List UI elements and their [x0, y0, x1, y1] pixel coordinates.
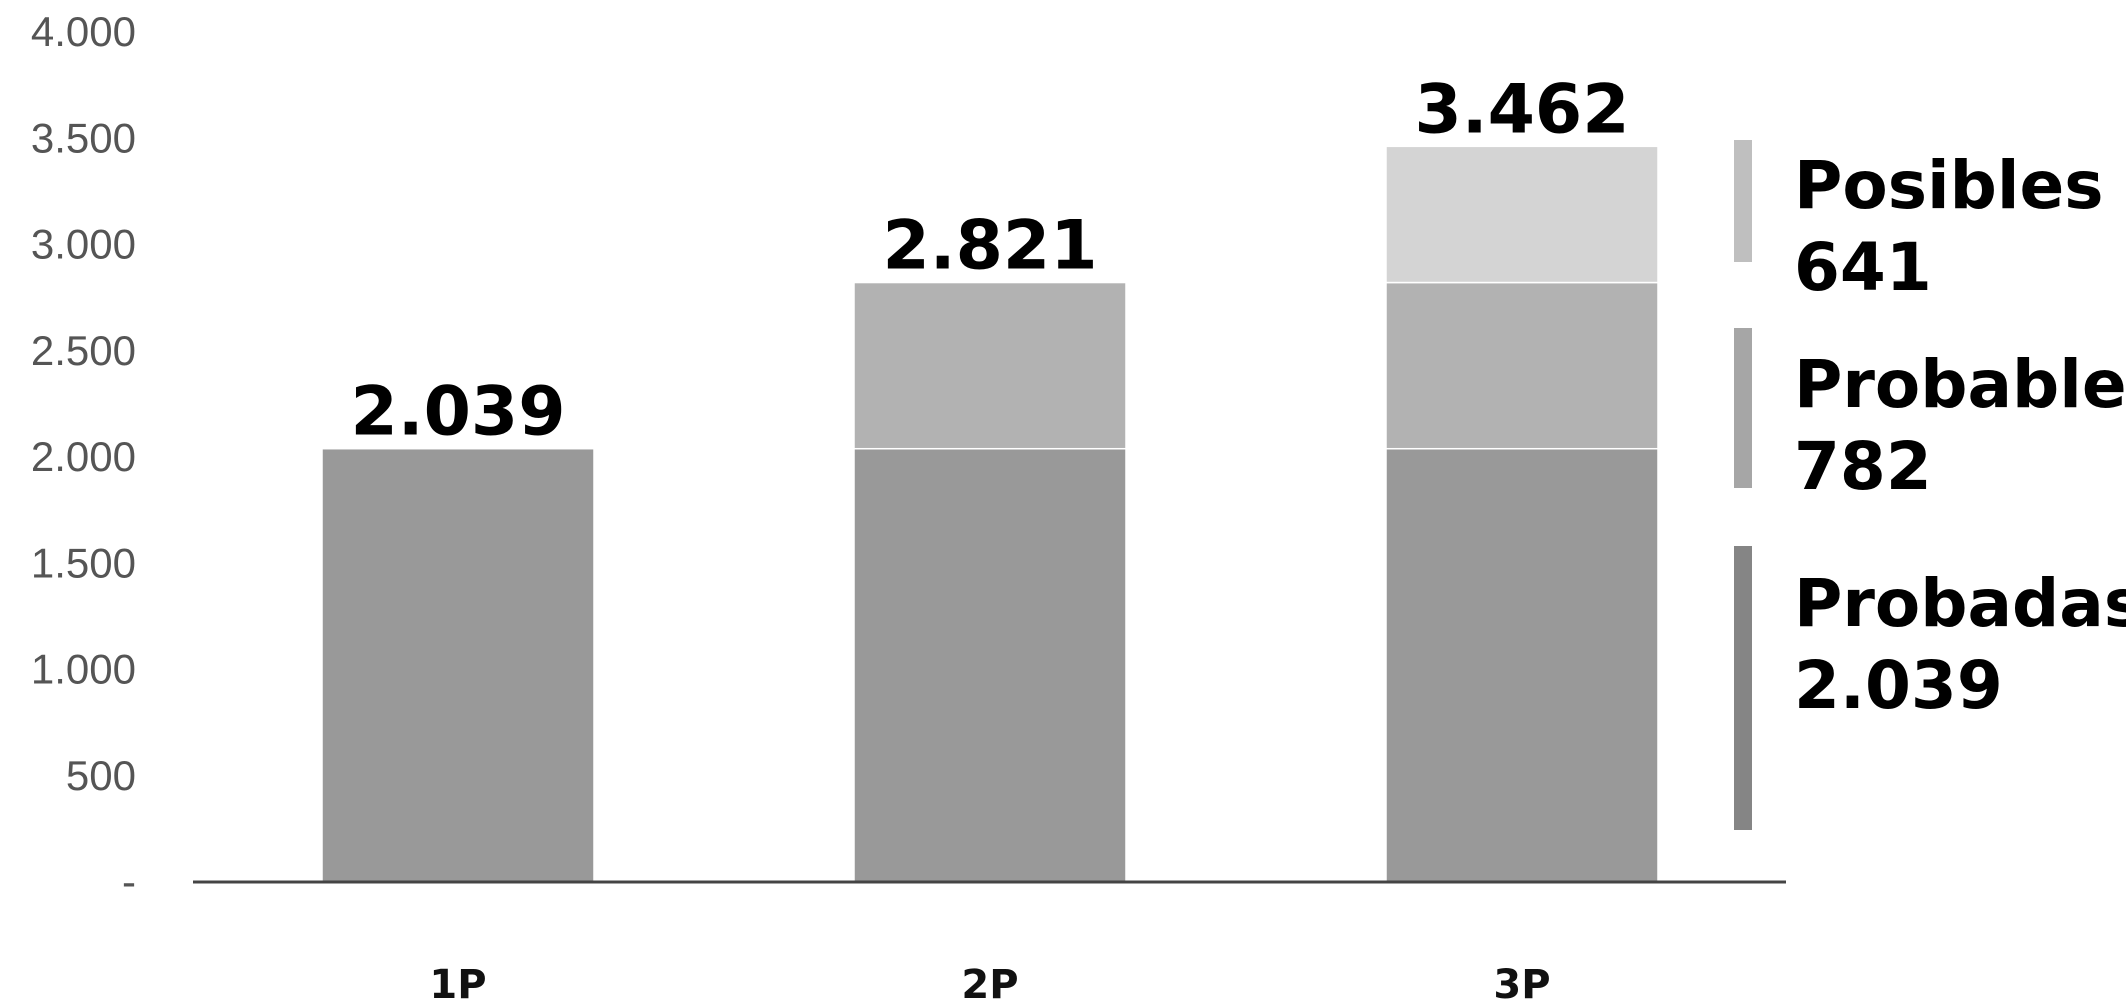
y-tick-label: 1.000	[31, 646, 136, 693]
bar-totals: 2.039 2.821 3.462	[350, 70, 1629, 451]
legend-series-name: Posibles	[1794, 147, 2104, 224]
y-tick-label: 4.000	[31, 8, 136, 55]
bars	[321, 145, 1659, 883]
bar-segment-probables-3p	[1385, 281, 1659, 450]
bar-segment-probadas-2p	[853, 447, 1127, 883]
legend-item-probables: Probables782	[1734, 328, 2126, 505]
legend-series-value: 782	[1794, 428, 1932, 505]
bar-total-label: 3.462	[1414, 70, 1629, 149]
x-category-label: 3P	[1493, 962, 1550, 1005]
legend-swatch	[1734, 140, 1752, 262]
y-axis: - 500 1.000 1.500 2.000 2.500 3.000 3.500 4.000	[31, 8, 136, 905]
bar-total-label: 2.821	[882, 207, 1097, 286]
y-tick-label: 500	[66, 752, 136, 799]
y-tick-label: 3.500	[31, 114, 136, 161]
legend-swatch	[1734, 546, 1752, 830]
legend-series-value: 2.039	[1794, 647, 2003, 724]
x-axis: 1P 2P 3P	[429, 962, 1550, 1005]
y-tick-label: 1.500	[31, 539, 136, 586]
x-category-label: 1P	[429, 962, 486, 1005]
legend-series-value: 641	[1794, 229, 1932, 306]
legend-series-name: Probables	[1794, 346, 2126, 423]
y-tick-label: 2.000	[31, 433, 136, 480]
bar-segment-probadas-3p	[1385, 447, 1659, 883]
x-category-label: 2P	[961, 962, 1018, 1005]
bar-segment-probables-2p	[853, 281, 1127, 450]
legend-swatch	[1734, 328, 1752, 488]
bar-segment-probadas-1p	[321, 447, 595, 883]
bar-segment-posibles-3p	[1385, 145, 1659, 284]
bar-total-label: 2.039	[350, 373, 565, 452]
y-tick-label: 3.000	[31, 221, 136, 268]
legend-series-name: Probadas	[1794, 565, 2126, 642]
y-tick-label: -	[122, 858, 136, 905]
y-tick-label: 2.500	[31, 327, 136, 374]
